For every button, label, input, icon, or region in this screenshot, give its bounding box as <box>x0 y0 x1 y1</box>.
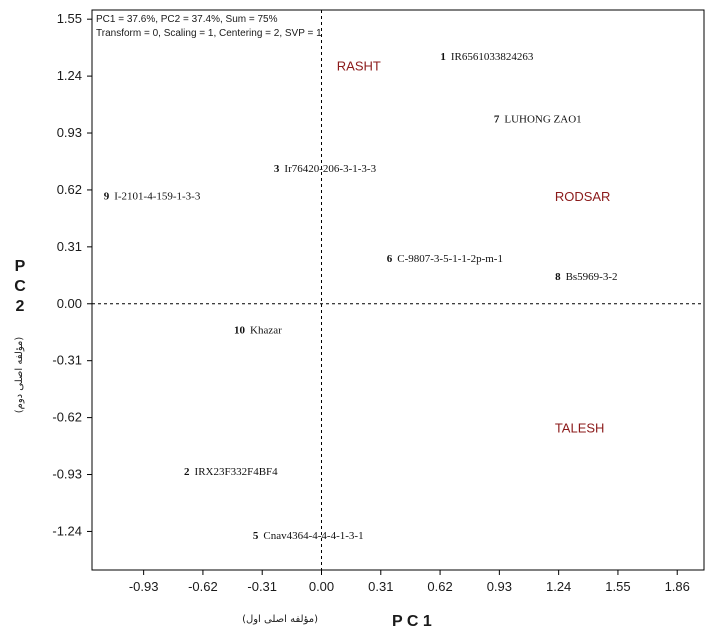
point-number: 6 <box>387 253 393 265</box>
y-tick-label: -0.31 <box>52 353 82 368</box>
x-tick-label: -0.62 <box>188 579 218 594</box>
x-axis-title: P C 1 <box>392 613 432 630</box>
y-tick-label: 0.31 <box>57 239 82 254</box>
data-point: 2 IRX23F332F4BF4 <box>184 466 278 478</box>
x-axis-ticks: -0.93 -0.62 -0.31 0.00 0.31 0.62 0.93 1.24 1.55 1… <box>129 570 690 594</box>
data-point: 5 Cnav4364-4-4-4-1-3-1 <box>253 530 364 542</box>
group-label-rasht: RASHT <box>337 59 381 74</box>
point-number: 8 <box>555 271 561 283</box>
data-point: 9 I-2101-4-159-1-3-3 <box>104 190 201 202</box>
x-tick-label: 0.00 <box>309 579 334 594</box>
point-label: Khazar <box>250 324 282 336</box>
point-number: 1 <box>440 51 446 63</box>
y-tick-label: -0.62 <box>52 410 82 425</box>
y-tick-label: -0.93 <box>52 467 82 482</box>
y-tick-label: 0.00 <box>57 296 82 311</box>
group-label-rodsar: RODSAR <box>555 189 611 204</box>
point-number: 2 <box>184 466 190 478</box>
x-tick-label: 0.31 <box>368 579 393 594</box>
x-tick-label: 0.93 <box>487 579 512 594</box>
data-point: 3 Ir76420-206-3-1-3-3 <box>274 163 377 175</box>
y-axis-ticks: 1.55 1.24 0.93 0.62 0.31 0.00 -0.31 -0.62 -0.93 -… <box>52 11 92 538</box>
data-point: 8 Bs5969-3-2 <box>555 271 617 283</box>
y-axis-title-p: P <box>15 258 26 275</box>
data-points: 1 IR6561033824263 2 IRX23F332F4BF4 3 Ir76420-… <box>104 51 618 542</box>
y-tick-label: 0.62 <box>57 182 82 197</box>
point-label: IRX23F332F4BF4 <box>195 466 279 478</box>
point-label: LUHONG ZAO1 <box>504 113 581 125</box>
plot-area <box>91 9 705 571</box>
x-tick-label: 0.62 <box>427 579 452 594</box>
x-tick-label: 1.24 <box>546 579 571 594</box>
point-label: Ir76420-206-3-1-3-3 <box>284 163 376 175</box>
pca-header-line2: Transform = 0, Scaling = 1, Centering = … <box>96 28 322 39</box>
pca-header-line1: PC1 = 37.6%, PC2 = 37.4%, Sum = 75% <box>96 14 278 25</box>
y-tick-label: 0.93 <box>57 125 82 140</box>
x-tick-label: 1.55 <box>605 579 630 594</box>
data-point: 10 Khazar <box>234 324 282 336</box>
y-axis-title-2: 2 <box>16 298 25 315</box>
group-labels: RASHT RODSAR TALESH <box>337 59 611 436</box>
y-tick-label: 1.24 <box>57 68 82 83</box>
y-tick-label: -1.24 <box>52 523 82 538</box>
x-axis-subtitle: (مؤلفه اصلی اول) <box>242 614 318 625</box>
x-tick-label: -0.31 <box>247 579 277 594</box>
data-point: 7 LUHONG ZAO1 <box>494 113 582 125</box>
point-number: 9 <box>104 190 110 202</box>
y-axis-subtitle: (مؤلفه اصلی دوم) <box>14 337 25 414</box>
y-tick-label: 1.55 <box>57 11 82 26</box>
y-axis-title-c: C <box>14 278 26 295</box>
point-number: 3 <box>274 163 280 175</box>
point-label: IR6561033824263 <box>451 51 534 63</box>
data-point: 6 C-9807-3-5-1-1-2p-m-1 <box>387 253 503 265</box>
x-tick-label: 1.86 <box>665 579 690 594</box>
point-number: 10 <box>234 324 246 336</box>
point-label: Cnav4364-4-4-4-1-3-1 <box>263 530 363 542</box>
point-label: I-2101-4-159-1-3-3 <box>114 190 201 202</box>
group-label-talesh: TALESH <box>555 420 605 435</box>
point-label: C-9807-3-5-1-1-2p-m-1 <box>397 253 503 265</box>
point-number: 7 <box>494 113 500 125</box>
x-tick-label: -0.93 <box>129 579 159 594</box>
data-point: 1 IR6561033824263 <box>440 51 534 63</box>
point-label: Bs5969-3-2 <box>566 271 618 283</box>
point-number: 5 <box>253 530 259 542</box>
